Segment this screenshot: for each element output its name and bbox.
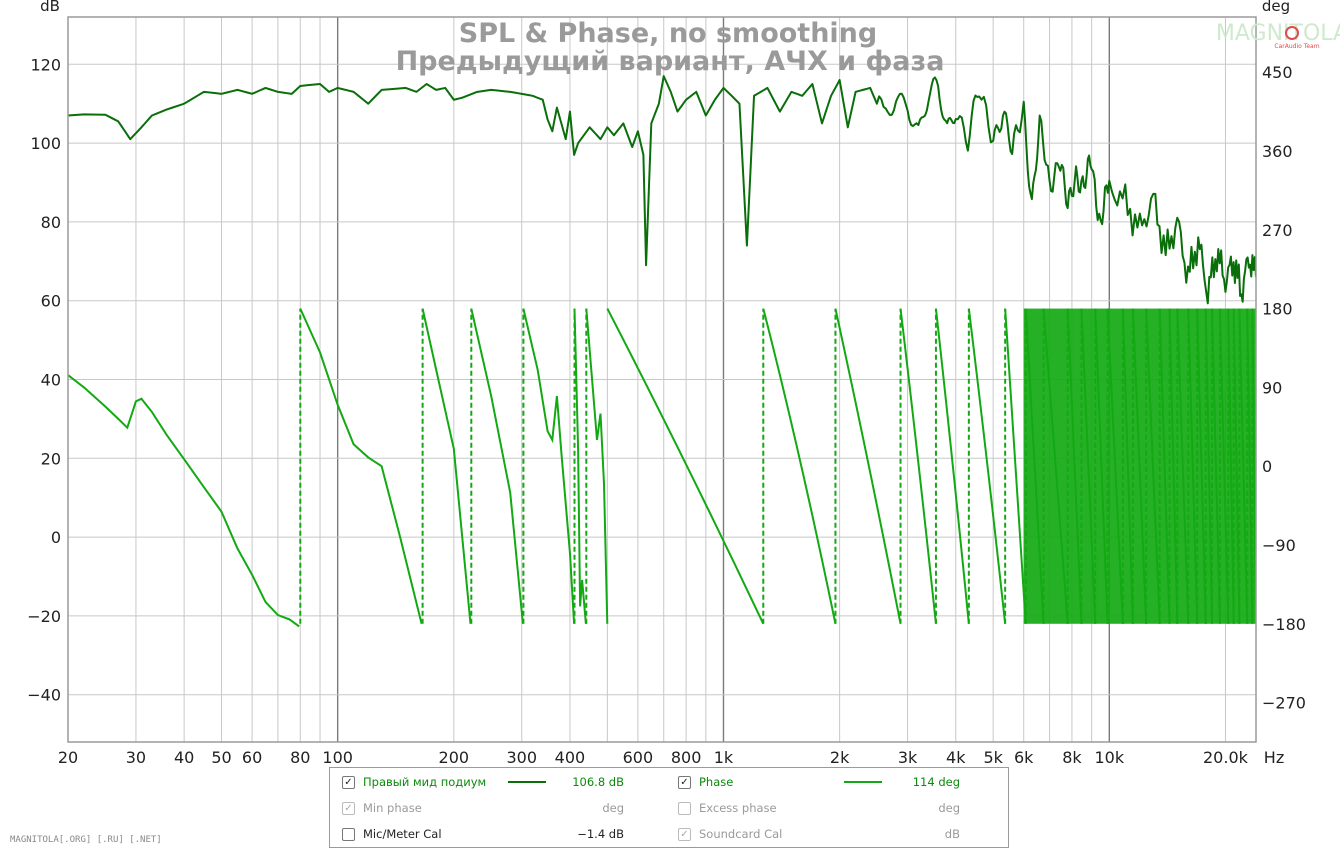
x-tick-label: 1k [714, 748, 734, 765]
legend-checkbox[interactable]: ✓ [342, 775, 355, 789]
legend-label: Mic/Meter Cal [363, 827, 442, 841]
legend-checkbox[interactable] [678, 801, 691, 815]
spl-phase-chart: 20 30 40 50 60 80 100 200 300 400 600 800 1k 2k 3k 4k 5k… [27, 0, 1340, 765]
y-right-tick-label: 90 [1262, 378, 1282, 397]
axis-ticks: 20 30 40 50 60 80 100 200 300 400 600 800 1k 2k 3k 4k 5k… [27, 55, 1306, 765]
y-left-tick-label: 80 [41, 213, 61, 232]
y-left-tick-label: 60 [41, 292, 61, 311]
x-tick-label: 80 [290, 748, 310, 765]
y-left-tick-label: −40 [27, 686, 61, 705]
spl-curve [68, 75, 1256, 305]
watermark-brand: MAGNITOLA [1216, 21, 1340, 46]
legend-row: ✓ Min phase deg Excess phase deg [330, 795, 1008, 821]
x-axis-unit: Hz [1264, 748, 1284, 765]
x-tick-label: 300 [506, 748, 537, 765]
y-right-tick-label: 180 [1262, 300, 1293, 319]
x-tick-label: 100 [322, 748, 353, 765]
footer-watermark: MAGNITOLA[.ORG] [.RU] [.NET] [10, 835, 162, 845]
legend-label: Excess phase [699, 801, 777, 815]
y-right-tick-label: 450 [1262, 63, 1293, 82]
x-tick-label: 8k [1062, 748, 1082, 765]
plot-frame [67, 16, 1257, 743]
phase-dense-region [1023, 308, 1256, 624]
x-tick-label: 50 [211, 748, 231, 765]
legend-checkbox[interactable]: ✓ [342, 801, 355, 815]
legend-swatch [844, 781, 882, 783]
x-tick-label: 800 [671, 748, 702, 765]
legend-label: Soundcard Cal [699, 827, 783, 841]
y-left-tick-label: 40 [41, 371, 61, 390]
legend-checkbox[interactable]: ✓ [678, 827, 691, 841]
legend-checkbox[interactable]: ✓ [678, 775, 691, 789]
chart-title: SPL & Phase, no smoothing [459, 18, 877, 49]
legend-value: 106.8 dB [572, 775, 624, 789]
legend-row: Mic/Meter Cal −1.4 dB ✓ Soundcard Cal dB [330, 821, 1008, 847]
chart-curves [68, 75, 1256, 628]
legend-value: deg [602, 801, 624, 815]
x-tick-label: 6k [1014, 748, 1034, 765]
y-left-tick-label: 20 [41, 449, 61, 468]
y-left-tick-label: 100 [30, 134, 61, 153]
x-tick-label: 30 [126, 748, 146, 765]
y-left-tick-label: 0 [51, 528, 61, 547]
x-tick-label: 40 [174, 748, 194, 765]
legend-value: −1.4 dB [577, 827, 624, 841]
y-right-tick-label: 0 [1262, 457, 1272, 476]
brand-watermark: MAGNITOLA CarAudio Team [1216, 21, 1340, 50]
y-right-tick-label: −90 [1262, 536, 1296, 555]
watermark-sub: CarAudio Team [1274, 43, 1319, 50]
legend-swatch [508, 781, 546, 783]
x-tick-label: 2k [830, 748, 850, 765]
x-tick-label: 60 [242, 748, 262, 765]
y-left-tick-label: −20 [27, 607, 61, 626]
x-tick-label: 10k [1094, 748, 1124, 765]
legend-checkbox[interactable] [342, 827, 355, 841]
y-right-tick-label: 360 [1262, 142, 1293, 161]
y-right-tick-label: −270 [1262, 694, 1306, 713]
left-axis-unit: dB [40, 0, 60, 15]
chart-subtitle: Предыдущий вариант, АЧХ и фаза [396, 46, 945, 77]
legend-label: Phase [699, 775, 734, 789]
x-tick-label: 600 [623, 748, 654, 765]
right-axis-unit: deg [1262, 0, 1290, 15]
x-tick-label: 200 [439, 748, 470, 765]
x-tick-label: 20.0k [1203, 748, 1249, 765]
y-right-tick-label: 270 [1262, 221, 1293, 240]
x-tick-label: 3k [898, 748, 918, 765]
legend-label: Min phase [363, 801, 422, 815]
y-left-tick-label: 120 [30, 55, 61, 74]
legend-panel: ✓ Правый мид подиум 106.8 dB ✓ Phase 114 deg ✓… [329, 767, 1009, 848]
x-tick-label: 400 [555, 748, 586, 765]
legend-value: dB [944, 827, 960, 841]
x-tick-label: 5k [983, 748, 1003, 765]
x-tick-label: 4k [946, 748, 966, 765]
legend-row: ✓ Правый мид подиум 106.8 dB ✓ Phase 114 deg [330, 769, 1008, 795]
y-right-tick-label: −180 [1262, 615, 1306, 634]
legend-value: 114 deg [912, 775, 960, 789]
legend-value: deg [938, 801, 960, 815]
watermark-ring-icon [1285, 26, 1299, 40]
legend-label: Правый мид подиум [363, 775, 487, 789]
x-tick-label: 20 [58, 748, 78, 765]
